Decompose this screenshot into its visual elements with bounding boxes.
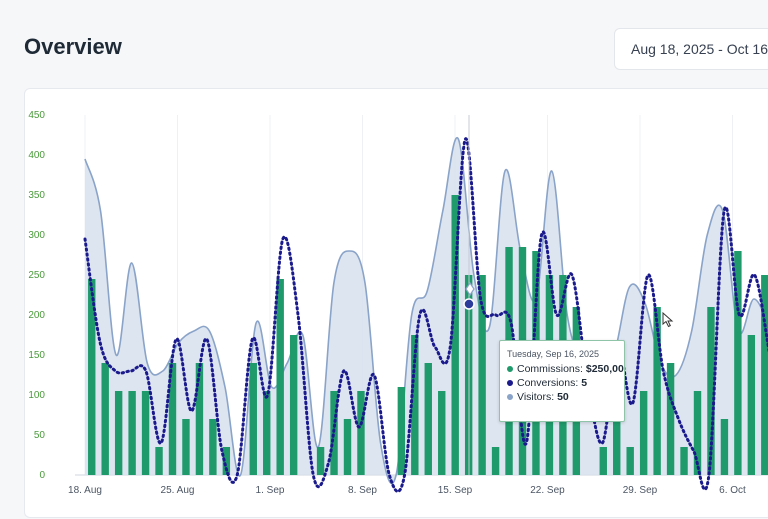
commission-bar	[397, 387, 406, 475]
x-tick-label: 6. Oct	[719, 485, 746, 496]
y-tick-label: 350	[28, 190, 45, 201]
y-tick-label: 400	[28, 150, 45, 161]
commission-bar	[599, 447, 607, 475]
commission-bar	[155, 447, 163, 475]
x-tick-label: 29. Sep	[623, 485, 658, 496]
commission-bar	[249, 363, 257, 475]
visitors-hover-marker	[465, 281, 475, 297]
mouse-cursor-icon	[662, 312, 674, 328]
commission-bar	[182, 419, 190, 475]
commission-bar	[222, 447, 231, 475]
y-tick-label: 50	[34, 430, 46, 441]
commission-bar	[276, 279, 284, 475]
x-tick-label: 22. Sep	[530, 485, 565, 496]
commission-bar	[263, 391, 271, 475]
commission-bar	[666, 363, 675, 475]
commission-bar	[343, 419, 352, 475]
commission-bar	[316, 447, 325, 475]
commission-bar	[209, 419, 217, 475]
tooltip-label: Visitors:	[517, 391, 555, 403]
tooltip-row-commissions: Commissions: $250,00	[507, 362, 624, 376]
commission-bar	[626, 447, 634, 475]
commission-bar	[613, 391, 621, 475]
y-tick-label: 150	[28, 350, 45, 361]
commission-bar	[451, 195, 459, 475]
tooltip-label: Conversions:	[517, 377, 579, 389]
commission-bar	[478, 275, 486, 475]
y-tick-label: 0	[39, 470, 45, 481]
commission-bar	[734, 251, 742, 475]
commission-bar	[653, 307, 661, 475]
y-tick-label: 250	[28, 270, 45, 281]
commission-bar	[707, 307, 715, 475]
commission-bar	[491, 447, 500, 475]
y-tick-label: 450	[28, 110, 45, 121]
conversions-hover-marker	[463, 298, 475, 310]
overview-chart[interactable]: 0 50 100 150 200 250 300 350 400 450 18. Aug 25. Au…	[25, 89, 768, 519]
tooltip-label: Commissions:	[517, 363, 583, 375]
commission-bar	[761, 275, 768, 475]
commission-bar	[424, 363, 432, 475]
page-title: Overview	[24, 34, 122, 59]
commission-bar	[195, 363, 204, 475]
visitors-dot-icon	[507, 394, 513, 401]
commission-bar	[289, 335, 298, 475]
x-tick-label: 15. Sep	[438, 485, 473, 496]
tooltip-row-visitors: Visitors: 50	[507, 390, 617, 404]
x-tick-label: 25. Aug	[161, 485, 195, 496]
date-range-label: Aug 18, 2025 - Oct 16, 2025	[631, 41, 768, 57]
commission-bar	[141, 391, 150, 475]
commission-bar	[438, 391, 446, 475]
commission-bar	[88, 279, 96, 475]
commission-bar	[639, 391, 648, 475]
tooltip-value: 50	[557, 391, 569, 403]
commissions-dot-icon	[507, 366, 513, 373]
y-tick-label: 200	[28, 310, 45, 321]
conversions-dot-icon	[507, 380, 513, 387]
commission-bar	[411, 335, 419, 475]
commission-bar	[747, 335, 756, 475]
commission-bar	[693, 391, 702, 475]
conversions-line	[83, 137, 768, 493]
tooltip-row-conversions: Conversions: 5	[507, 376, 617, 390]
commission-bar	[680, 447, 688, 475]
date-range-picker[interactable]: Aug 18, 2025 - Oct 16, 2025	[614, 28, 768, 70]
y-tick-label: 300	[28, 230, 45, 241]
chart-tooltip: Tuesday, Sep 16, 2025 Commissions: $250,…	[499, 340, 625, 422]
x-tick-label: 1. Sep	[256, 485, 285, 496]
overview-chart-card: 0 50 100 150 200 250 300 350 400 450 18. Aug 25. Au…	[24, 88, 768, 518]
commission-bar	[114, 391, 123, 475]
commission-bar	[101, 363, 109, 475]
x-tick-label: 8. Sep	[348, 485, 377, 496]
tooltip-date: Tuesday, Sep 16, 2025	[507, 349, 600, 359]
commission-bar	[168, 363, 177, 475]
commission-bar	[128, 391, 136, 475]
tooltip-value: $250,00	[585, 363, 624, 375]
commission-bar	[720, 419, 729, 475]
y-tick-label: 100	[28, 390, 45, 401]
tooltip-value: 5	[581, 377, 588, 389]
commission-bar	[357, 391, 365, 475]
x-tick-label: 18. Aug	[68, 485, 102, 496]
